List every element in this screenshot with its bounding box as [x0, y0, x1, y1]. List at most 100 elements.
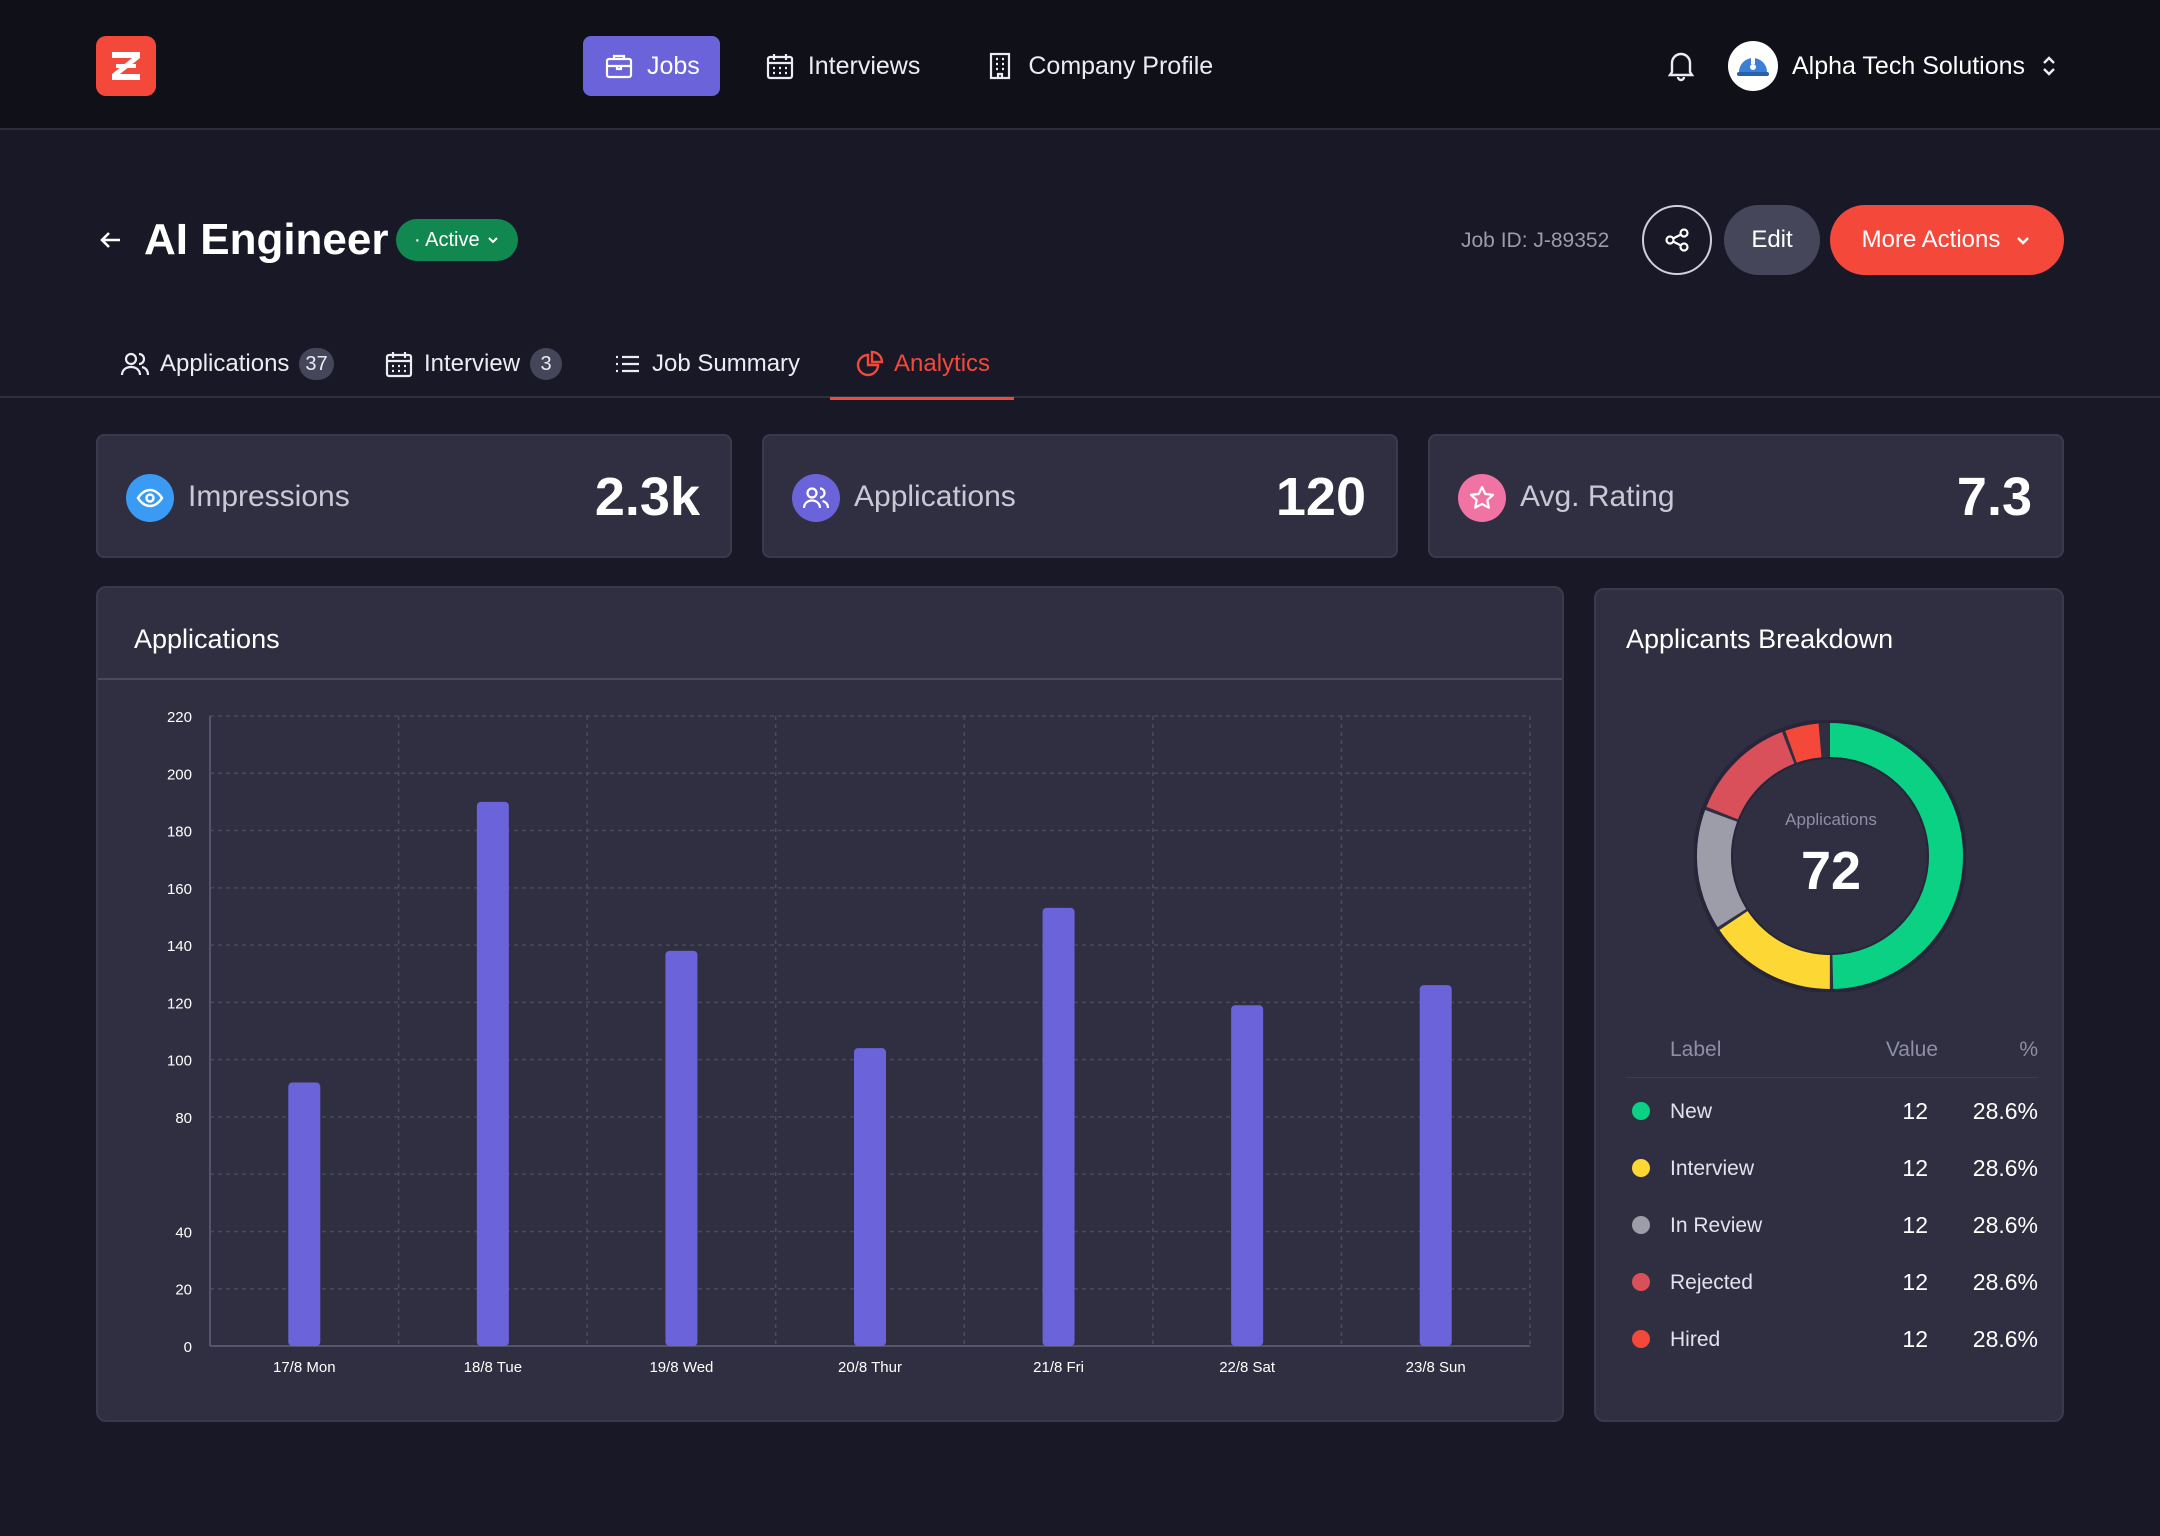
notification-bell-icon[interactable] — [1664, 48, 1698, 82]
organization-switcher[interactable]: Alpha Tech Solutions — [1728, 40, 2059, 92]
breakdown-title: Applicants Breakdown — [1626, 624, 1894, 654]
stat-label: Applications — [854, 480, 1016, 513]
tab-applications-label: Applications — [160, 350, 290, 377]
applications-bar-chart: 0 20 40 80 100 120 140 160 180 200 220 17/8 Mon 18/8… — [167, 709, 1531, 1376]
y-tick-label: 140 — [167, 938, 192, 955]
legend-percent: 28.6% — [1972, 1155, 2038, 1181]
tab-applications-count: 37 — [299, 348, 334, 380]
x-tick-label: 19/8 Wed — [649, 1359, 713, 1376]
y-tick-label: 220 — [167, 709, 192, 726]
nav-company-profile[interactable]: Company Profile — [964, 36, 1233, 96]
pie-chart-icon — [856, 350, 884, 377]
header-pct: % — [2019, 1038, 2038, 1061]
chart-title: Applications — [134, 624, 280, 654]
stat-icon-bg — [1458, 474, 1506, 522]
legend-label: Interview — [1670, 1157, 1755, 1180]
header-value: Value — [1885, 1038, 1938, 1061]
legend-percent: 28.6% — [1972, 1326, 2038, 1352]
share-icon — [1665, 228, 1689, 252]
legend-value: 12 — [1902, 1269, 1928, 1295]
y-tick-label: 40 — [175, 1224, 192, 1241]
table-row: Interview 12 28.6% — [1626, 1149, 2038, 1189]
stat-value: 120 — [1275, 467, 1366, 527]
card-divider — [98, 678, 1562, 680]
x-tick-label: 18/8 Tue — [464, 1359, 522, 1376]
edit-button[interactable]: Edit — [1724, 205, 1820, 275]
nav-jobs-label: Jobs — [647, 51, 700, 80]
calendar-icon — [385, 352, 413, 378]
bar — [288, 1082, 321, 1346]
legend-value: 12 — [1902, 1326, 1928, 1352]
top-navigation-bar: Jobs Interviews Company Profile — [0, 0, 2160, 130]
status-badge[interactable]: · Active — [396, 219, 518, 261]
y-tick-label: 100 — [167, 1053, 192, 1070]
stat-card-impressions: Impressions 2.3k — [96, 434, 732, 558]
bar — [665, 950, 698, 1346]
share-button[interactable] — [1642, 205, 1712, 275]
job-id: Job ID: J-89352 — [1461, 229, 1610, 252]
nav-interviews[interactable]: Interviews — [744, 36, 941, 96]
stat-card-applications: Applications 120 — [762, 434, 1398, 558]
tab-interview-label: Interview — [424, 350, 521, 377]
app-logo[interactable] — [96, 36, 156, 96]
x-tick-label: 23/8 Sun — [1406, 1359, 1466, 1376]
nav-jobs[interactable]: Jobs — [583, 36, 720, 96]
legend-value: 12 — [1902, 1098, 1928, 1124]
stat-icon-bg — [126, 474, 174, 522]
x-tick-label: 17/8 Mon — [273, 1359, 336, 1376]
bar — [1231, 1005, 1264, 1346]
legend-dot — [1632, 1159, 1650, 1177]
y-tick-label: 200 — [167, 766, 192, 783]
job-header: AI Engineer · Active Job ID: J-89352 Edi… — [96, 205, 2064, 275]
legend-percent: 28.6% — [1972, 1269, 2038, 1295]
table-row: Rejected 12 28.6% — [1626, 1263, 2038, 1303]
header-label: Label — [1670, 1038, 1722, 1061]
legend-label: New — [1670, 1100, 1713, 1123]
applicants-donut-chart — [1694, 720, 1966, 992]
legend-label: Rejected — [1670, 1271, 1753, 1294]
y-tick-label: 120 — [167, 995, 192, 1012]
star-icon — [1469, 485, 1495, 509]
bar — [854, 1048, 886, 1346]
calendar-icon — [766, 54, 793, 80]
stat-value: 7.3 — [1956, 467, 2032, 527]
legend-percent: 28.6% — [1972, 1212, 2038, 1238]
applicants-breakdown-card: Applicants Breakdown Applications 72 Lab… — [1594, 588, 2064, 1422]
status-badge-label: · Active — [414, 228, 480, 251]
stat-icon-bg — [792, 474, 840, 522]
bar — [476, 801, 509, 1346]
stat-card-avg-rating: Avg. Rating 7.3 — [1428, 434, 2064, 558]
y-tick-label: 180 — [167, 824, 192, 841]
x-tick-label: 22/8 Sat — [1219, 1359, 1276, 1376]
y-tick-label: 0 — [184, 1339, 192, 1356]
tab-interview[interactable]: Interview 3 — [384, 330, 563, 398]
table-row: New 12 28.6% — [1626, 1092, 2038, 1132]
tab-interview-count: 3 — [530, 348, 563, 380]
tab-applications[interactable]: Applications 37 — [120, 330, 334, 398]
eye-icon — [136, 488, 164, 508]
main-nav: Jobs Interviews Company Profile — [583, 36, 1233, 96]
stat-label: Impressions — [188, 480, 350, 513]
legend-value: 12 — [1902, 1155, 1928, 1181]
tab-job-summary[interactable]: Job Summary — [612, 330, 800, 398]
tab-analytics[interactable]: Analytics — [829, 330, 1015, 400]
more-actions-button[interactable]: More Actions — [1830, 205, 2064, 275]
x-tick-label: 20/8 Thur — [838, 1359, 902, 1376]
org-avatar — [1728, 41, 1778, 91]
tab-job-summary-label: Job Summary — [652, 350, 801, 377]
legend-dot — [1632, 1102, 1650, 1120]
nav-interviews-label: Interviews — [807, 51, 921, 80]
table-row: Hired 12 28.6% — [1626, 1320, 2038, 1360]
users-icon — [120, 352, 150, 376]
donut-center-value: 72 — [1800, 841, 1862, 901]
bar — [1042, 907, 1075, 1346]
legend-value: 12 — [1902, 1212, 1928, 1238]
chevron-down-icon — [2017, 237, 2030, 245]
back-arrow-icon[interactable] — [96, 225, 126, 255]
chevron-up-down-icon — [2043, 56, 2055, 76]
logo-z-icon — [112, 52, 140, 80]
tab-analytics-label: Analytics — [894, 350, 991, 377]
y-tick-label: 20 — [175, 1282, 192, 1299]
x-tick-label: 21/8 Fri — [1033, 1359, 1084, 1376]
donut-center-label: Applications — [1785, 810, 1877, 829]
